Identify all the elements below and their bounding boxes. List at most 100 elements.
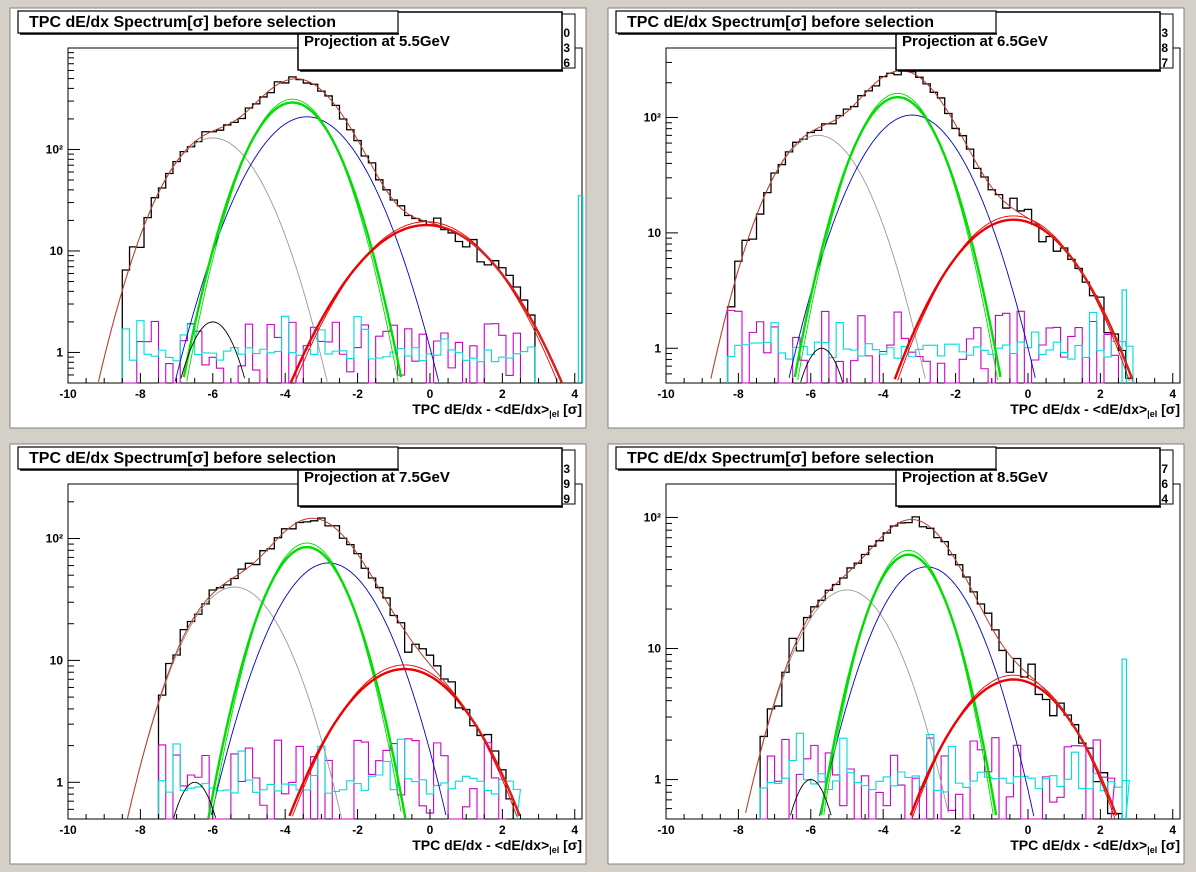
x-tick-label: -6 bbox=[207, 387, 218, 401]
y-tick-label: 10 bbox=[648, 642, 662, 656]
fit-pion bbox=[210, 562, 447, 816]
fit-deuteron bbox=[790, 779, 832, 816]
stats-value: 6 bbox=[563, 56, 570, 70]
fit-deuteron bbox=[173, 781, 217, 819]
y-tick-label: 1 bbox=[56, 345, 63, 359]
y-tick-label: 1 bbox=[654, 341, 661, 355]
y-tick-label: 10² bbox=[46, 532, 63, 546]
fit-kaon_bold-companion bbox=[797, 92, 999, 381]
y-tick-label: 10² bbox=[46, 142, 63, 156]
stats-value: 7 bbox=[1161, 462, 1168, 476]
pad-title: TPC dE/dx Spectrum[σ] before selection bbox=[627, 450, 934, 467]
x-tick-label: -6 bbox=[805, 823, 816, 837]
stats-value: 3 bbox=[563, 41, 570, 55]
projection-label: Projection at 6.5GeV bbox=[902, 33, 1048, 50]
x-tick-label: -10 bbox=[59, 823, 77, 837]
magenta-histogram bbox=[157, 738, 506, 820]
fit-electron-companion bbox=[897, 215, 1130, 381]
fit-proton bbox=[745, 589, 949, 814]
pad-3: -10 -8 -6 -4 -2 0 2 4 1 10 10² TPC dE/dx - <dE/dx>|… bbox=[9, 443, 587, 865]
x-tick-label: 2 bbox=[499, 387, 506, 401]
x-tick-label: 4 bbox=[1169, 823, 1176, 837]
title-box bbox=[615, 10, 997, 34]
x-tick-label: -4 bbox=[878, 387, 889, 401]
x-tick-label: -4 bbox=[280, 823, 291, 837]
x-axis-title: TPC dE/dx - <dE/dx>|el [σ] bbox=[1010, 837, 1180, 855]
stats-value: 9 bbox=[563, 477, 570, 491]
stats-value: 3 bbox=[1161, 26, 1168, 40]
x-tick-label: 4 bbox=[571, 387, 578, 401]
fit-deuteron bbox=[800, 347, 844, 383]
x-tick-label: -2 bbox=[352, 387, 363, 401]
pad-1: -10 -8 -6 -4 -2 0 2 4 1 10 10² TPC dE/dx - <dE/dx>|… bbox=[9, 7, 587, 429]
x-axis-title: TPC dE/dx - <dE/dx>|el [σ] bbox=[412, 837, 582, 855]
stats-value: 3 bbox=[563, 462, 570, 476]
cyan-histogram bbox=[121, 315, 536, 383]
x-tick-label: -8 bbox=[135, 387, 146, 401]
fit-total bbox=[745, 519, 1117, 816]
stats-value: 7 bbox=[1161, 56, 1168, 70]
fit-kaon_bold-companion bbox=[212, 542, 402, 812]
cyan-edge-bin bbox=[1121, 658, 1128, 819]
fit-total bbox=[126, 517, 521, 819]
pad-title: TPC dE/dx Spectrum[σ] before selection bbox=[29, 14, 336, 31]
pad-2: -10 -8 -6 -4 -2 0 2 4 1 10 10² TPC dE/dx - <dE/dx>|… bbox=[607, 7, 1185, 429]
x-tick-label: -6 bbox=[207, 823, 218, 837]
stats-value: 9 bbox=[563, 492, 570, 506]
cyan-histogram bbox=[726, 311, 1134, 383]
plot-frame bbox=[67, 47, 583, 384]
fit-total bbox=[97, 78, 563, 383]
pad-4: -10 -8 -6 -4 -2 0 2 4 1 10 10² TPC dE/dx - <dE/dx>|… bbox=[607, 443, 1185, 865]
fit-kaon_bold bbox=[182, 101, 403, 378]
y-tick-label: 1 bbox=[56, 775, 63, 789]
fit-kaon_bold bbox=[207, 545, 407, 819]
cyan-edge-bin bbox=[577, 195, 584, 383]
title-box bbox=[17, 446, 399, 470]
fit-kaon_bold bbox=[793, 96, 1002, 378]
plot-frame bbox=[665, 47, 1181, 384]
fit-deuteron bbox=[180, 321, 246, 379]
fit-kaon_bold-companion bbox=[823, 549, 994, 815]
pad-title: TPC dE/dx Spectrum[σ] before selection bbox=[627, 14, 934, 31]
x-tick-label: -8 bbox=[135, 823, 146, 837]
x-axis-title: TPC dE/dx - <dE/dx>|el [σ] bbox=[1010, 401, 1180, 419]
x-tick-label: -2 bbox=[950, 823, 961, 837]
fit-kaon_bold bbox=[819, 553, 998, 816]
x-axis-title: TPC dE/dx - <dE/dx>|el [σ] bbox=[412, 401, 582, 419]
y-tick-label: 10² bbox=[644, 110, 661, 124]
fit-total bbox=[710, 70, 1133, 380]
y-tick-label: 10 bbox=[50, 653, 64, 667]
x-tick-label: 0 bbox=[1025, 387, 1032, 401]
projection-label: Projection at 8.5GeV bbox=[902, 469, 1048, 486]
x-tick-label: -10 bbox=[657, 387, 675, 401]
x-tick-label: 2 bbox=[1097, 823, 1104, 837]
cyan-histogram bbox=[759, 732, 1130, 820]
x-tick-label: -6 bbox=[805, 387, 816, 401]
stats-value: 6 bbox=[1161, 477, 1168, 491]
x-tick-label: -8 bbox=[733, 387, 744, 401]
x-tick-label: -10 bbox=[657, 823, 675, 837]
fit-pion bbox=[788, 114, 1036, 378]
stats-value: 4 bbox=[1161, 492, 1168, 506]
fit-proton bbox=[126, 586, 343, 820]
stats-value: 0 bbox=[563, 26, 570, 40]
x-tick-label: 0 bbox=[427, 823, 434, 837]
x-tick-label: 4 bbox=[1169, 387, 1176, 401]
x-tick-label: -10 bbox=[59, 387, 77, 401]
x-tick-label: 2 bbox=[499, 823, 506, 837]
x-tick-label: -8 bbox=[733, 823, 744, 837]
data-histogram bbox=[759, 516, 1123, 819]
y-tick-label: 1 bbox=[654, 773, 661, 787]
plot-frame bbox=[665, 483, 1181, 820]
fit-electron-companion bbox=[291, 664, 518, 817]
projection-label: Projection at 5.5GeV bbox=[304, 33, 450, 50]
pad-title: TPC dE/dx Spectrum[σ] before selection bbox=[29, 450, 336, 467]
x-tick-label: -4 bbox=[878, 823, 889, 837]
y-tick-label: 10² bbox=[644, 510, 661, 524]
x-tick-label: 0 bbox=[1025, 823, 1032, 837]
x-tick-label: -2 bbox=[950, 387, 961, 401]
x-tick-label: 4 bbox=[571, 823, 578, 837]
projection-label: Projection at 7.5GeV bbox=[304, 469, 450, 486]
x-tick-label: -2 bbox=[352, 823, 363, 837]
